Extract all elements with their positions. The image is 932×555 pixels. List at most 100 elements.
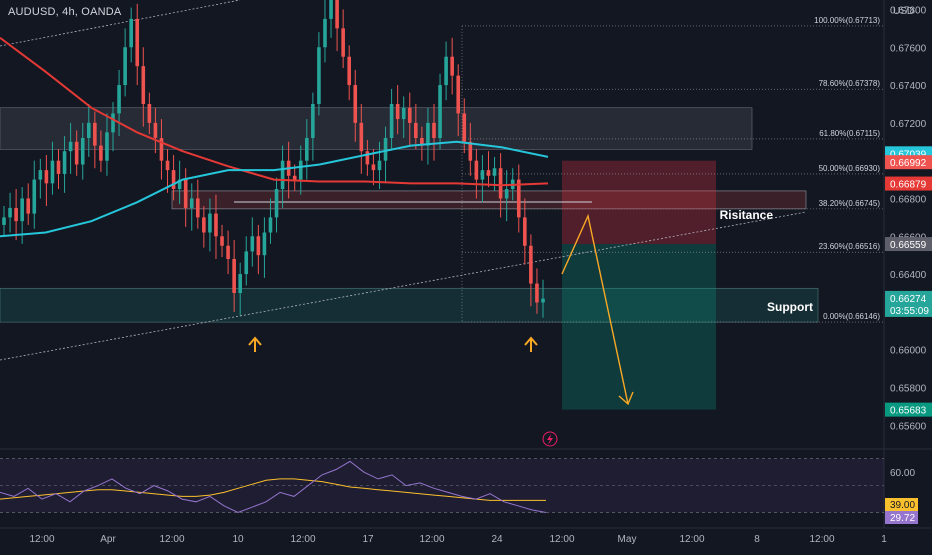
time-tick: 12:00 [159, 534, 184, 545]
candle-body [8, 207, 12, 218]
candle-body [444, 56, 448, 86]
rsi-band [0, 458, 884, 513]
candle-body [456, 75, 461, 114]
time-tick: 10 [232, 534, 244, 545]
up-arrow-icon [524, 336, 538, 352]
lower-trendline [0, 211, 807, 361]
candle-body [401, 107, 406, 120]
candle-body [504, 189, 509, 199]
time-tick: 12:00 [419, 534, 444, 545]
currency-label: USD [893, 6, 915, 17]
candle-body [492, 168, 497, 176]
time-tick: 24 [491, 534, 503, 545]
price-tag-text: 0.66992 [890, 158, 927, 169]
rsi-value-text: 39.00 [890, 500, 915, 511]
candle-body [20, 198, 24, 222]
candle-body [535, 283, 539, 303]
price-tag [885, 155, 932, 170]
candle-body [177, 179, 182, 190]
zone-support [0, 287, 819, 323]
candle-body [432, 122, 436, 138]
zone-upper [0, 107, 753, 150]
candle-body [395, 103, 400, 120]
candle-body [189, 198, 194, 208]
rsi-line [0, 460, 547, 514]
candle-body [498, 168, 503, 199]
candle-body [105, 132, 109, 161]
candle-body [171, 170, 176, 190]
fib-label: 23.60%(0.66516) [819, 242, 881, 251]
candle-body [420, 137, 424, 146]
price-tag [885, 237, 932, 252]
price-tag-text: 0.66559 [890, 240, 927, 251]
candle-body [407, 107, 412, 123]
candle-body [486, 170, 491, 176]
candle-body [123, 47, 127, 86]
time-tick: May [618, 534, 637, 545]
candle-body [438, 85, 442, 138]
candle-body [135, 18, 140, 67]
price-tag [885, 176, 932, 191]
price-tag-text: 0.65683 [890, 406, 927, 417]
candle-body [220, 236, 224, 246]
candle-body [256, 236, 261, 256]
price-tick: 0.65600 [890, 421, 927, 432]
rsi-tick: 60.00 [890, 468, 915, 479]
candle-body [62, 151, 67, 174]
time-tick: 12:00 [549, 534, 574, 545]
lightning-icon [542, 431, 558, 447]
price-tick: 0.66400 [890, 270, 927, 281]
symbol-title: AUDUSD, 4h, OANDA [8, 6, 122, 18]
candle-body [244, 251, 249, 275]
candle-body [262, 232, 267, 256]
fib-label: 38.20%(0.66745) [819, 199, 881, 208]
price-tag [885, 402, 932, 417]
candle-body [195, 198, 200, 218]
candle-body [523, 217, 527, 246]
candle-body [311, 103, 315, 138]
candle-body [14, 207, 18, 222]
candle-body [268, 217, 273, 233]
price-tick: 0.66000 [890, 346, 927, 357]
price-tick: 0.67400 [890, 81, 927, 92]
candle-body [377, 160, 382, 171]
candle-body [365, 151, 370, 165]
price-tag-text: 0.67039 [890, 149, 927, 160]
price-tick: 0.67600 [890, 43, 927, 54]
candle-body [80, 137, 85, 165]
time-tick: 12:00 [679, 534, 704, 545]
candle-body [232, 258, 236, 293]
candle-body [208, 213, 212, 233]
price-tick: 0.65800 [890, 384, 927, 395]
candle-body [153, 122, 158, 138]
candle-body [2, 217, 6, 225]
candle-body [541, 298, 545, 303]
time-tick: Apr [100, 534, 116, 545]
candle-body [147, 103, 152, 123]
candles [2, 0, 545, 318]
candle-body [329, 0, 333, 19]
ema-slow-line [0, 36, 549, 187]
countdown: 03:55:09 [890, 306, 929, 317]
zone-label-support: Support [767, 300, 813, 314]
candle-body [238, 274, 242, 293]
time-tick: 17 [362, 534, 374, 545]
candle-body [371, 164, 376, 171]
time-tick: 8 [754, 534, 760, 545]
rsi-value-tag [885, 511, 918, 524]
candle-body [529, 245, 533, 284]
rsi-ma-line [0, 478, 546, 501]
fib-label: 100.00%(0.67713) [814, 16, 880, 25]
candle-body [317, 47, 321, 104]
candle-body [474, 160, 479, 180]
price-tick: 0.67200 [890, 119, 927, 130]
candle-body [353, 85, 358, 123]
price-tag [885, 290, 932, 317]
time-tick: 12:00 [29, 534, 54, 545]
candle-body [335, 0, 339, 29]
price-tick: 0.67800 [890, 5, 927, 16]
candle-body [298, 160, 303, 180]
